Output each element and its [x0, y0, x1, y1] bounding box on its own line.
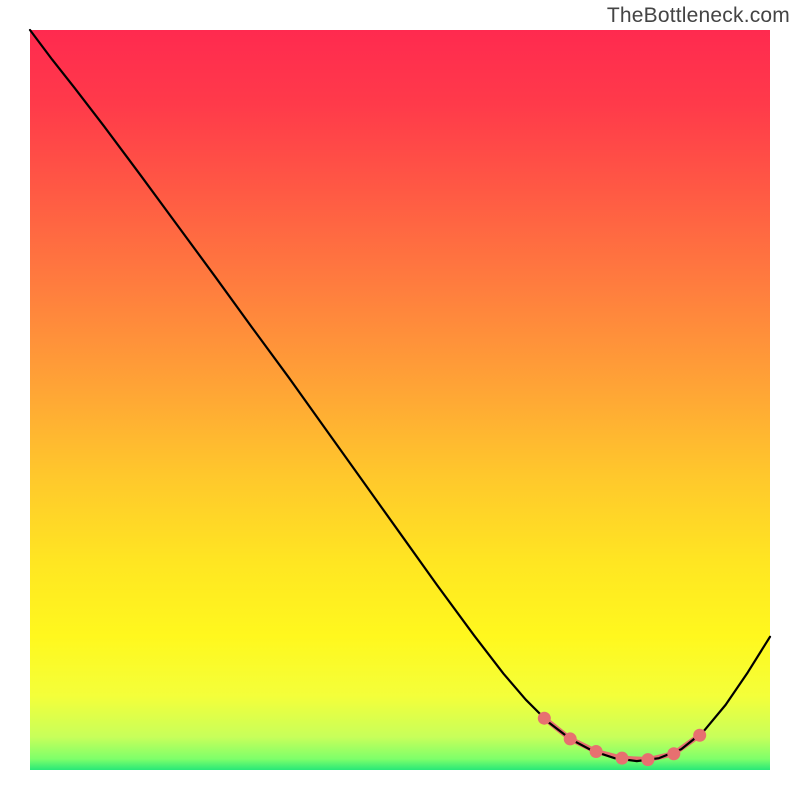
gradient-background: [30, 30, 770, 770]
chart-canvas: TheBottleneck.com: [0, 0, 800, 800]
watermark-text: TheBottleneck.com: [607, 4, 790, 28]
chart-svg: [0, 0, 800, 800]
